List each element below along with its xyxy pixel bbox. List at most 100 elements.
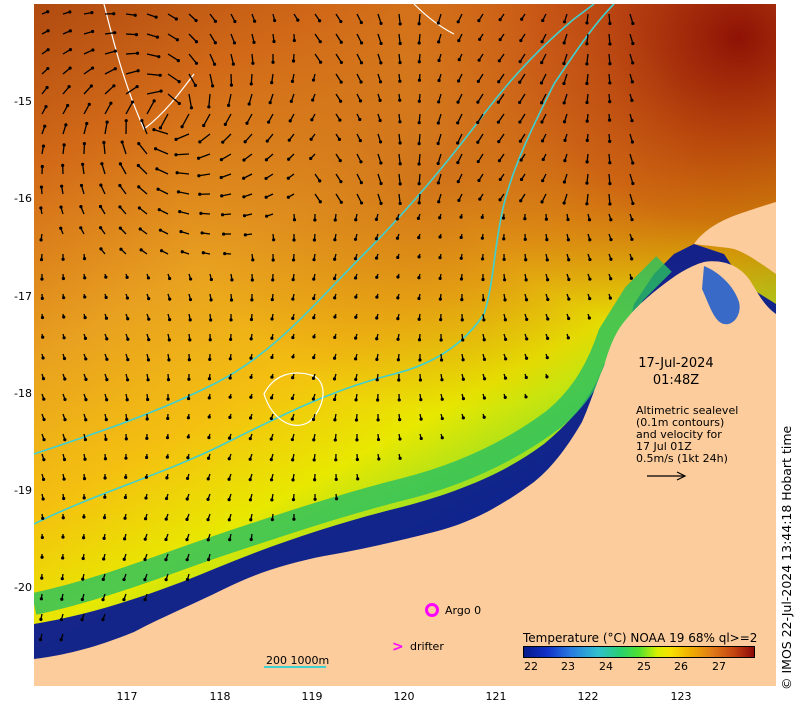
velocity-arrow-head [230, 278, 234, 282]
velocity-arrow-head [358, 117, 362, 122]
velocity-arrow-head [247, 102, 251, 106]
velocity-arrow-head [291, 355, 295, 359]
velocity-arrow-head [418, 378, 423, 382]
velocity-arrow-head [176, 58, 180, 63]
velocity-arrow-head [220, 194, 224, 198]
velocity-arrow [608, 173, 611, 184]
velocity-arrow-head [334, 477, 338, 481]
velocity-arrow-head [62, 336, 66, 340]
velocity-arrow [398, 33, 401, 44]
velocity-arrow-head [249, 82, 253, 86]
velocity-arrow-head [248, 416, 253, 420]
velocity-arrow-head [40, 555, 44, 559]
velocity-arrow-head [229, 83, 234, 87]
colorbar-tick: 23 [561, 660, 575, 673]
velocity-arrow-head [180, 250, 184, 254]
velocity-arrow-head [223, 252, 227, 256]
velocity-arrow-head [502, 278, 507, 282]
velocity-arrow [563, 73, 568, 84]
velocity-arrow-head [480, 215, 484, 219]
velocity-arrow-head [291, 335, 295, 340]
velocity-arrow-head [540, 120, 544, 124]
velocity-arrow-head [185, 497, 189, 501]
velocity-arrow-head [264, 158, 269, 162]
velocity-arrow-head [566, 217, 570, 222]
velocity-arrow-head [147, 338, 151, 342]
velocity-arrow [188, 33, 197, 43]
velocity-arrow-head [587, 316, 591, 320]
velocity-arrow-head [90, 66, 95, 70]
velocity-arrow-head [227, 518, 231, 522]
velocity-arrow-head [456, 100, 460, 104]
velocity-arrow-head [525, 337, 529, 341]
velocity-arrow-head [198, 192, 202, 196]
velocity-arrow-head [271, 258, 275, 262]
velocity-arrow-head [631, 161, 635, 165]
velocity-arrow [477, 133, 484, 143]
velocity-arrow-head [417, 317, 421, 321]
velocity-arrow-head [80, 597, 84, 602]
velocity-arrow-head [178, 209, 182, 214]
velocity-arrow-head [378, 140, 383, 144]
velocity-arrow [104, 85, 115, 95]
velocity-arrow-head [398, 418, 402, 422]
velocity-arrow [188, 53, 197, 64]
velocity-arrow-head [40, 277, 44, 281]
velocity-arrow-head [105, 378, 109, 382]
velocity-arrow-head [563, 159, 567, 163]
velocity-arrow-head [476, 159, 480, 164]
velocity-arrow-head [440, 378, 444, 382]
velocity-arrow-head [143, 557, 147, 562]
velocity-arrow-head [268, 101, 272, 105]
velocity-arrow-head [630, 119, 634, 123]
velocity-arrow-head [518, 100, 522, 105]
sst-map[interactable] [34, 4, 776, 686]
velocity-arrow-head [502, 237, 506, 241]
velocity-arrow-head [143, 578, 147, 582]
velocity-arrow-head [174, 153, 178, 157]
velocity-arrow-head [123, 516, 127, 520]
velocity-arrow [629, 193, 634, 204]
velocity-arrow [125, 33, 137, 36]
velocity-arrow-head [248, 498, 253, 502]
velocity-arrow-head [271, 278, 275, 282]
velocity-arrow-head [98, 204, 103, 209]
velocity-arrow-head [608, 100, 612, 104]
velocity-arrow-head [147, 317, 151, 321]
velocity-arrows [38, 10, 635, 642]
velocity-arrow-head [630, 237, 634, 241]
velocity-arrow [198, 173, 211, 177]
velocity-arrow-head [104, 295, 108, 300]
velocity-arrow-head [61, 535, 65, 539]
velocity-arrow-head [476, 140, 480, 144]
velocity-arrow-head [174, 17, 178, 21]
velocity-arrow-head [80, 618, 84, 622]
lon-tick-label: 122 [577, 690, 599, 703]
velocity-arrow-head [334, 458, 338, 462]
velocity-arrow-head [39, 238, 43, 242]
velocity-arrow [230, 53, 235, 65]
velocity-arrow-head [436, 121, 440, 125]
velocity-arrow [209, 53, 216, 65]
velocity-arrow-head [156, 187, 160, 191]
velocity-arrow-head [291, 458, 295, 462]
velocity-arrow-head [61, 556, 65, 560]
velocity-arrow-head [585, 202, 589, 206]
velocity-arrow-head [609, 277, 613, 281]
velocity-arrow-head [82, 257, 87, 261]
velocity-arrow-head [456, 180, 460, 184]
contour-depth-legend: 200 1000m [266, 654, 330, 667]
lon-tick-label: 118 [209, 690, 231, 703]
velocity-arrow-head [113, 31, 117, 35]
temperature-colorbar [523, 646, 755, 658]
velocity-arrow-head [39, 257, 44, 262]
velocity-arrow-head [145, 436, 149, 440]
velocity-arrow-head [519, 177, 524, 182]
velocity-arrow-head [567, 297, 571, 301]
velocity-arrow-head [417, 41, 421, 45]
velocity-arrow [243, 153, 253, 161]
velocity-arrow-head [437, 58, 441, 63]
velocity-arrow-head [419, 417, 423, 421]
velocity-arrow-head [339, 60, 343, 65]
velocity-arrow [586, 193, 589, 204]
